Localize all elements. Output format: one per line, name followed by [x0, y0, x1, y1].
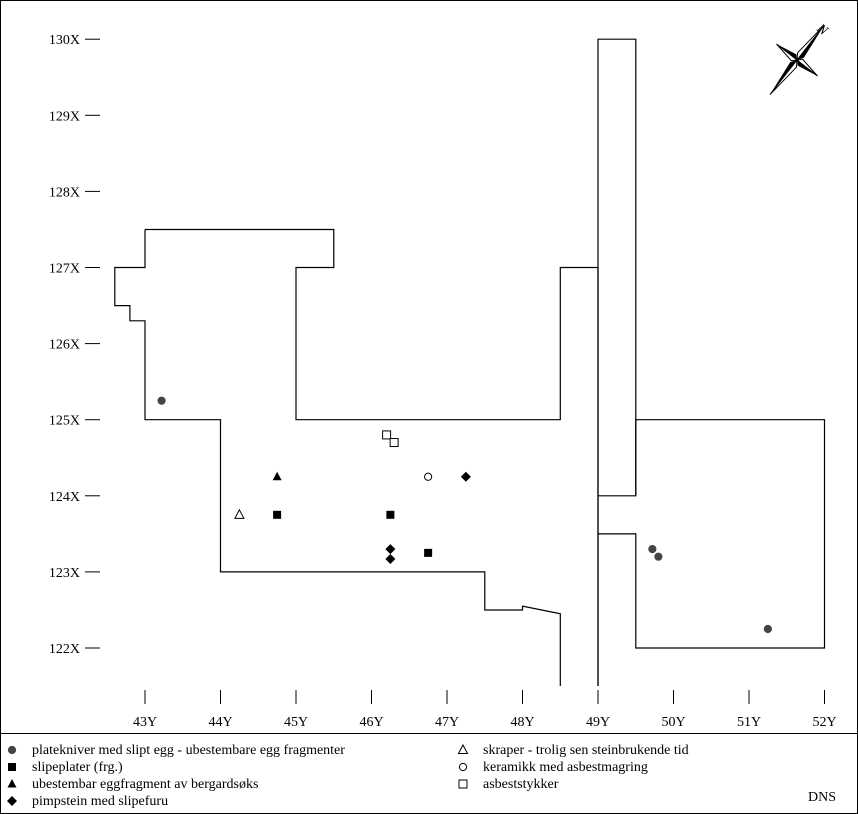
- outline-west-trench: [114, 229, 561, 686]
- find-marker-square-open: [382, 430, 392, 440]
- x-axis-ticks: 122X 123X 124X 125X 126X 127X 128X 129X 130X: [49, 33, 100, 657]
- outline-east-trench: [598, 419, 826, 649]
- excavation-outlines: [114, 38, 826, 686]
- outline-main-trench: [145, 228, 599, 686]
- find-marker-diamond-filled: [385, 553, 396, 564]
- legend-label: ubestembar eggfragment av bergardsøks: [32, 777, 258, 792]
- find-marker-circle-filled: [654, 552, 663, 561]
- find-marker-circle-filled: [648, 544, 657, 554]
- y-tick-label: 44Y: [208, 715, 232, 730]
- find-marker-square-filled: [386, 510, 395, 519]
- y-axis-ticks: 43Y 44Y 45Y 46Y 47Y 48Y 49Y 50Y 51Y 52Y: [133, 690, 837, 730]
- x-tick-label: 124X: [49, 490, 80, 505]
- x-tick-label: 130X: [49, 33, 80, 48]
- legend-label: keramikk med asbestmagring: [483, 760, 648, 775]
- find-marker-circle-open: [424, 472, 433, 481]
- outline-north-strip: [597, 38, 637, 686]
- legend-symbol-square-open: [458, 779, 468, 789]
- y-tick-label: 46Y: [359, 715, 383, 730]
- legend-label: asbeststykker: [483, 777, 559, 792]
- legend-symbol-triangle-filled: [7, 779, 17, 788]
- find-marker-triangle-open: [234, 508, 245, 519]
- x-tick-label: 126X: [49, 338, 80, 353]
- legend-symbol-triangle-open: [457, 743, 469, 754]
- find-markers: [157, 396, 772, 634]
- y-tick-label: 45Y: [284, 715, 308, 730]
- x-tick-label: 128X: [49, 185, 80, 200]
- legend: platekniver med slipt egg - ubestembare …: [7, 743, 689, 809]
- find-marker-square-open: [389, 438, 399, 448]
- x-tick-label: 127X: [49, 262, 80, 277]
- find-marker-circle-filled: [157, 396, 166, 405]
- y-tick-label: 48Y: [510, 715, 534, 730]
- find-marker-diamond-filled: [385, 544, 396, 555]
- find-marker-square-filled: [273, 510, 282, 519]
- find-marker-circle-filled: [763, 624, 772, 634]
- find-marker-triangle-filled: [272, 471, 282, 481]
- legend-label: skraper - trolig sen steinbrukende tid: [483, 743, 689, 758]
- legend-label: platekniver med slipt egg - ubestembare …: [32, 743, 345, 758]
- x-tick-label: 122X: [49, 642, 80, 657]
- x-tick-label: 125X: [49, 414, 80, 429]
- y-tick-label: 52Y: [812, 715, 836, 730]
- legend-label: pimpstein med slipefuru: [32, 794, 168, 809]
- x-tick-label: 123X: [49, 566, 80, 581]
- legend-symbol-circle-filled: [7, 745, 17, 755]
- legend-symbol-circle-open: [458, 762, 468, 772]
- credit-label: DNS: [808, 790, 836, 805]
- y-tick-label: 50Y: [661, 715, 685, 730]
- y-tick-label: 47Y: [435, 715, 459, 730]
- y-tick-label: 49Y: [586, 715, 610, 730]
- legend-label: slipeplater (frg.): [32, 760, 123, 775]
- legend-symbol-diamond-filled: [7, 796, 17, 806]
- north-arrow-icon: [769, 24, 825, 96]
- legend-symbol-square-filled: [8, 763, 16, 771]
- y-tick-label: 43Y: [133, 715, 157, 730]
- find-marker-square-filled: [424, 548, 433, 557]
- x-tick-label: 129X: [49, 109, 80, 124]
- y-tick-label: 51Y: [737, 715, 761, 730]
- find-marker-diamond-filled: [460, 471, 471, 482]
